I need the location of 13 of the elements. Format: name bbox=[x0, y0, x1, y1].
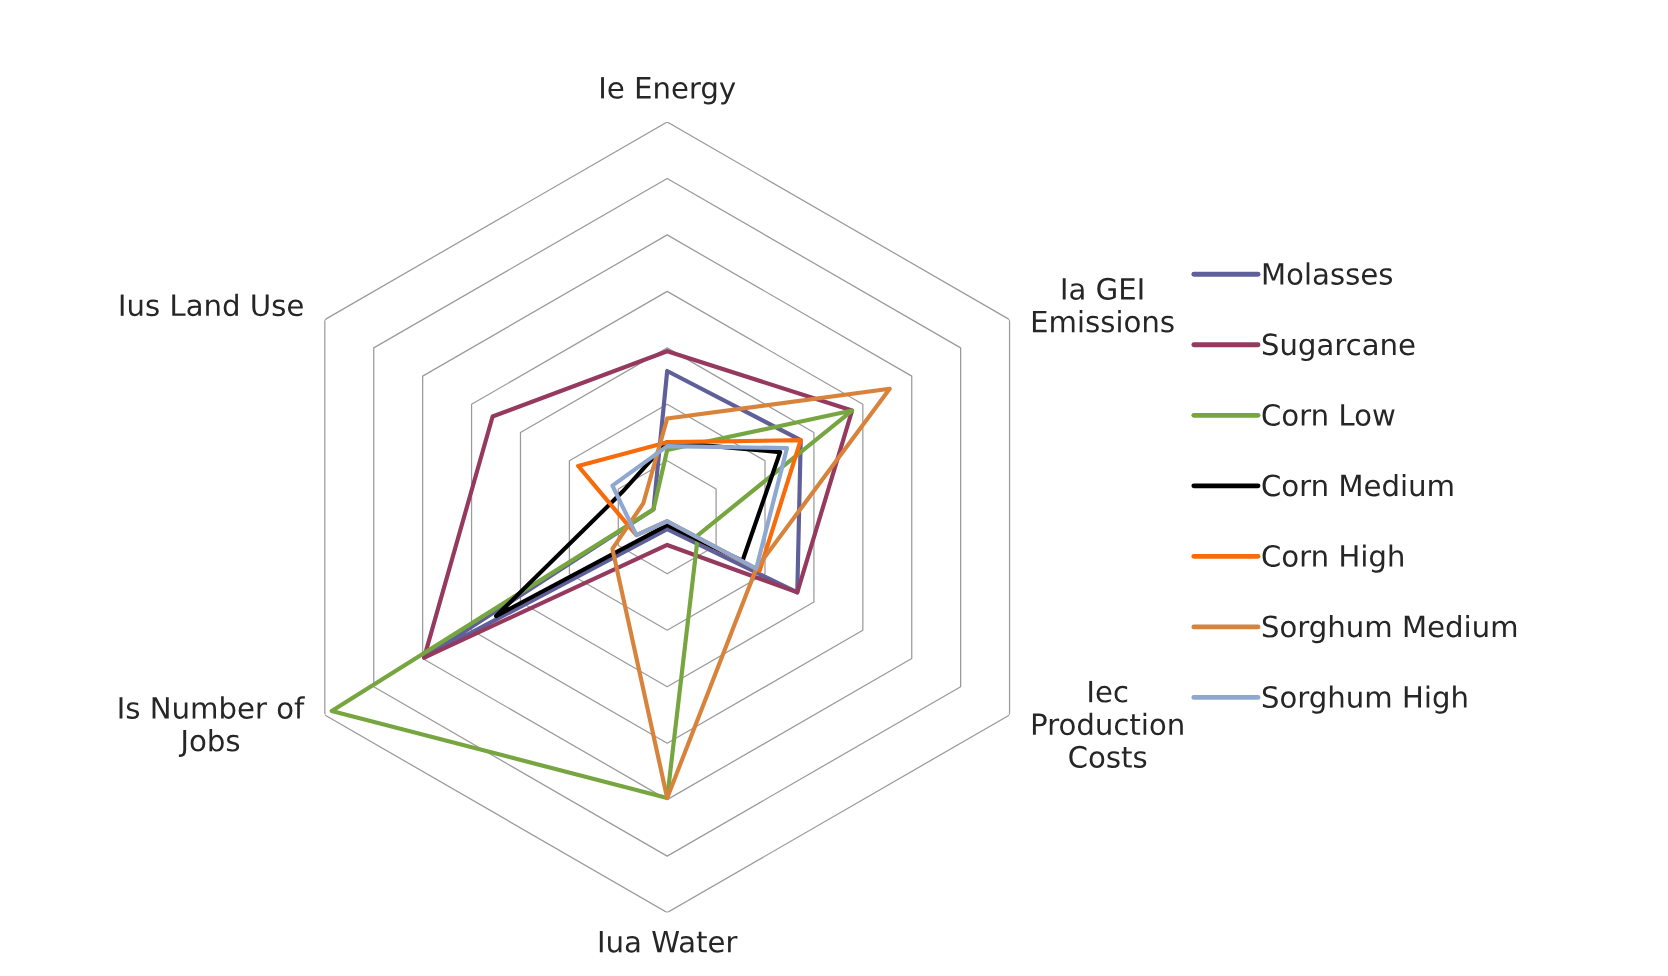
legend-label: Corn Low bbox=[1262, 403, 1395, 426]
legend-label: Corn High bbox=[1262, 544, 1403, 573]
legend-label: Sorghum Medium bbox=[1262, 614, 1517, 644]
legend-label: Corn Medium bbox=[1262, 473, 1453, 497]
spoke-label: Iua Water bbox=[599, 931, 738, 953]
spoke-label: Is Number of Jobs bbox=[119, 696, 305, 758]
legend-label: Molasses bbox=[1263, 262, 1393, 285]
legend-label: Sorghum High bbox=[1262, 685, 1467, 714]
spoke-label: Ius Land Use bbox=[120, 293, 303, 317]
spoke-label: Ia GEI Emissions bbox=[1032, 277, 1174, 333]
spoke-label: Iec Production Costs bbox=[1032, 680, 1183, 768]
spoke-label: Ie Energy bbox=[601, 77, 736, 105]
legend-label: Sugarcane bbox=[1262, 333, 1415, 362]
